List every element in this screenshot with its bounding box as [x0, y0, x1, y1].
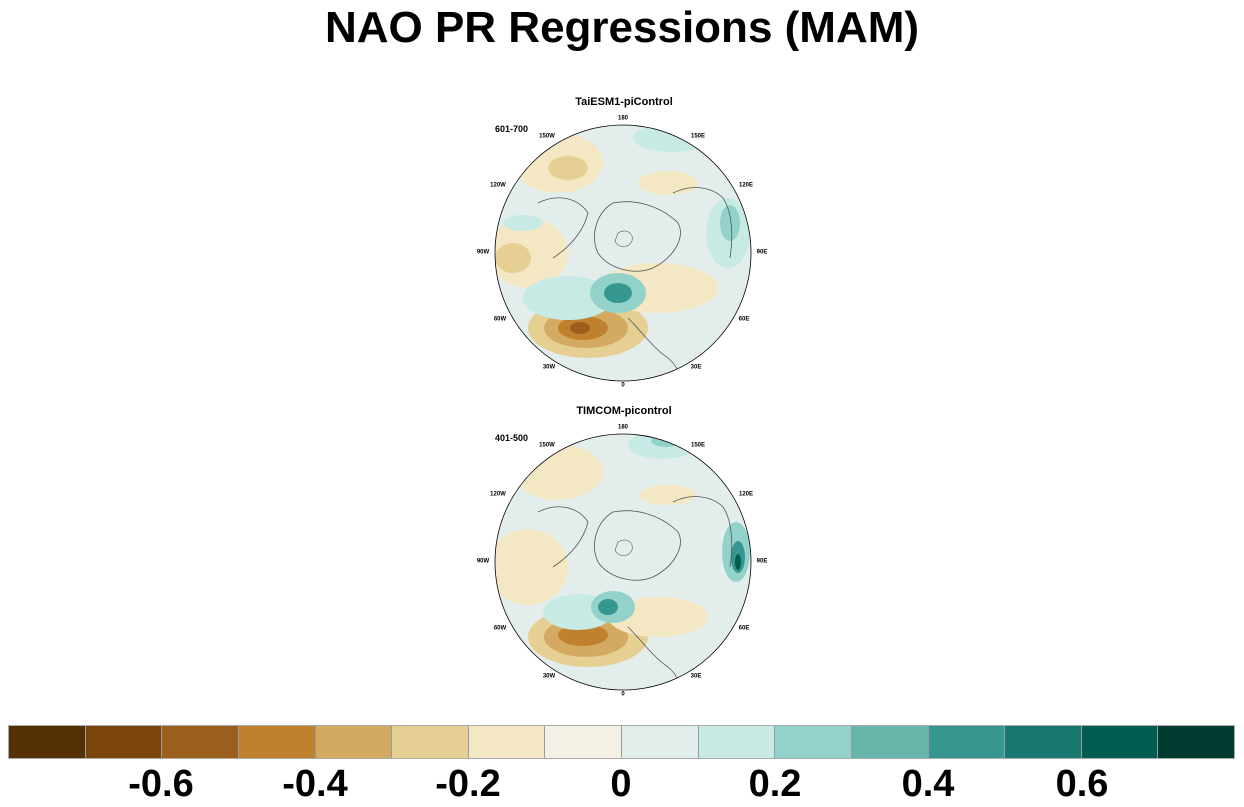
map-boundary [494, 124, 752, 382]
panel-1-title: TaiESM1-piControl [575, 96, 673, 108]
panel-1-lon-30w: 30W [542, 364, 556, 371]
panel-2-lon-90e: 90E [756, 558, 768, 565]
panel-1-map [468, 108, 778, 398]
panel-2-lon-150w: 150W [539, 442, 555, 449]
colorbar-swatch [315, 726, 393, 758]
map-boundary [494, 433, 752, 691]
panel-1-lon-60e: 60E [738, 316, 750, 323]
colorbar-swatch [392, 726, 469, 758]
panel-1-lon-90w: 90W [476, 249, 490, 256]
anomaly-patch [735, 554, 741, 570]
colorbar-swatch [1158, 726, 1234, 758]
panel-1-lon-120e: 120E [738, 182, 754, 189]
colorbar-swatch [775, 726, 852, 758]
anomaly-patch [570, 322, 590, 334]
anomaly-patch [495, 529, 568, 605]
anomaly-patch [638, 171, 698, 195]
figure-title: NAO PR Regressions (MAM) [324, 3, 920, 52]
colorbar-label-p02: 0.2 [748, 763, 802, 805]
anomaly-patch [651, 435, 681, 447]
panel-2-lon-150e: 150E [690, 442, 706, 449]
north-america-coastline [537, 197, 589, 259]
panel-2-period: 401-500 [495, 433, 529, 443]
anomaly-patch [604, 283, 632, 303]
panel-2-lon-180: 180 [617, 424, 629, 431]
anomaly-patch [640, 485, 696, 505]
north-america-coastline [537, 506, 589, 568]
arctic-coastline [594, 201, 681, 272]
colorbar-swatch [9, 726, 86, 758]
panel-1-lon-30e: 30E [690, 364, 702, 371]
greenland-coastline [614, 230, 633, 247]
arctic-coastline [594, 510, 681, 581]
colorbar-swatch [238, 726, 316, 758]
colorbar-label-p04: 0.4 [901, 763, 955, 805]
colorbar-swatch [928, 726, 1006, 758]
colorbar-swatch [851, 726, 929, 758]
anomaly-patch [598, 599, 618, 615]
panel-2-lon-60w: 60W [493, 625, 507, 632]
panel-2-lon-30w: 30W [542, 673, 556, 680]
colorbar-swatch [622, 726, 699, 758]
anomaly-patch [495, 243, 531, 273]
panel-1-lon-90e: 90E [756, 249, 768, 256]
anomaly-patch [720, 205, 740, 241]
panel-1-lon-150w: 150W [539, 133, 555, 140]
panel-2-lon-30e: 30E [690, 673, 702, 680]
panel-2-map [468, 417, 778, 707]
panel-1-lon-0: 0 [621, 382, 625, 389]
colorbar-label-zero: 0 [610, 763, 632, 805]
colorbar-swatch [698, 726, 776, 758]
colorbar-label-p06: 0.6 [1055, 763, 1109, 805]
panel-1-lon-120w: 120W [490, 182, 506, 189]
panel-2-lon-0: 0 [621, 691, 625, 698]
anomaly-patch [523, 276, 613, 320]
panel-2-lon-60e: 60E [738, 625, 750, 632]
greenland-coastline [614, 539, 633, 556]
colorbar-swatch [545, 726, 622, 758]
asia-coastline [672, 496, 733, 568]
colorbar-swatch [1005, 726, 1082, 758]
colorbar-swatch [468, 726, 546, 758]
panel-2-lon-120w: 120W [490, 491, 506, 498]
panel-1-lon-180: 180 [617, 115, 629, 122]
panel-2-lon-90w: 90W [476, 558, 490, 565]
colorbar-label-m02: -0.2 [435, 763, 501, 805]
colorbar-swatch [85, 726, 163, 758]
colorbar-swatch [162, 726, 239, 758]
colorbar-label-m04: -0.4 [282, 763, 348, 805]
panel-2-lon-120e: 120E [738, 491, 754, 498]
colorbar-swatch [1081, 726, 1159, 758]
panel-2-title: TIMCOM-picontrol [576, 405, 672, 417]
panel-1-lon-60w: 60W [493, 316, 507, 323]
anomaly-patch [548, 156, 588, 180]
panel-1-lon-150e: 150E [690, 133, 706, 140]
anomaly-patch [513, 444, 603, 500]
asia-coastline [672, 187, 733, 259]
panel-1-period: 601-700 [495, 124, 529, 134]
colorbar [8, 725, 1235, 759]
anomaly-patch [503, 215, 543, 231]
colorbar-label-m06: -0.6 [128, 763, 194, 805]
